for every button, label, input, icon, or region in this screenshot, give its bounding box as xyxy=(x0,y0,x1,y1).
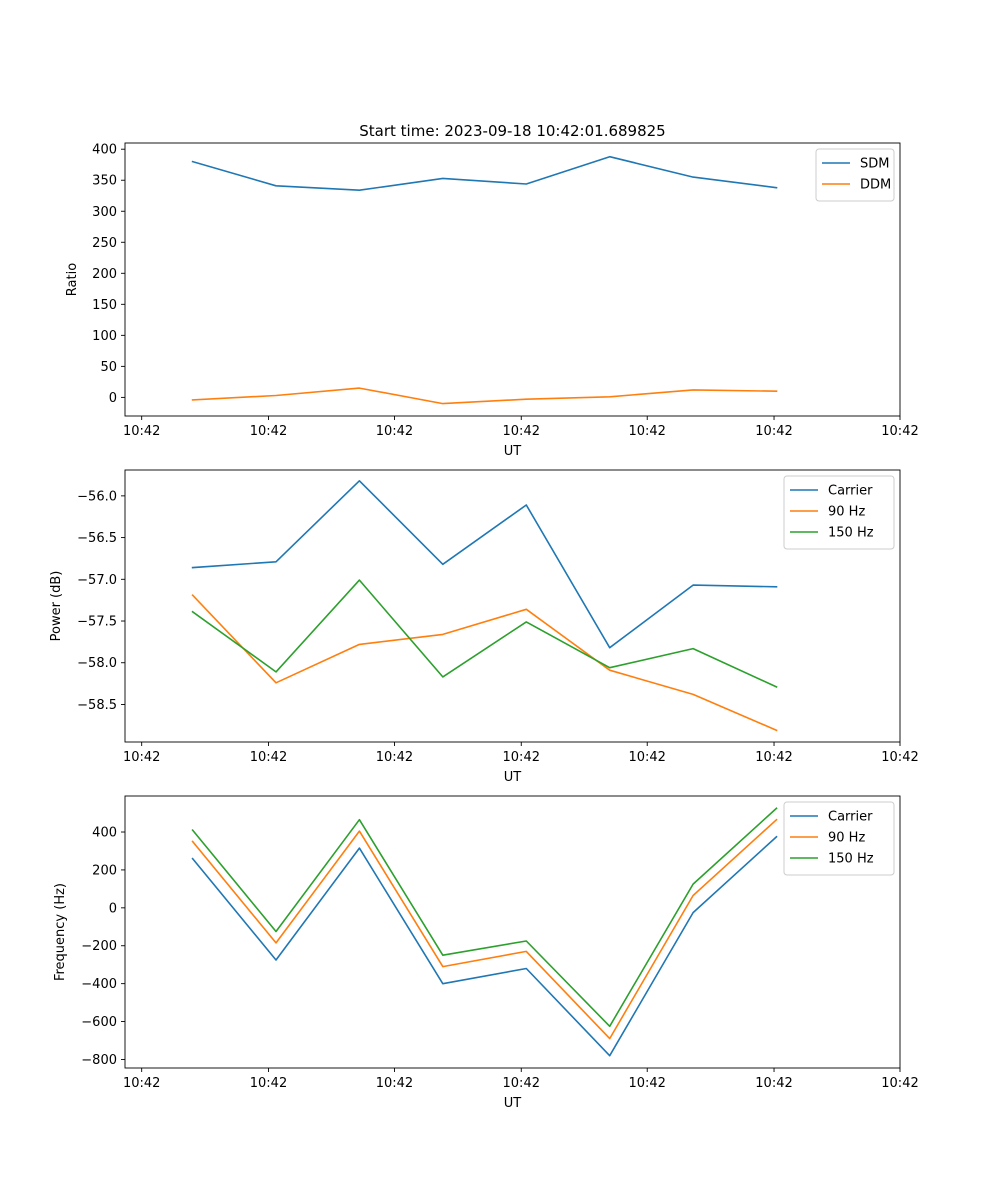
x-tick-label: 10:42 xyxy=(250,750,287,765)
series-line-carrier xyxy=(191,835,778,1057)
series-line-150-hz xyxy=(191,807,778,1028)
chart-title: Start time: 2023-09-18 10:42:01.689825 xyxy=(359,122,665,140)
series-line-90-hz xyxy=(191,594,778,732)
y-tick-label: −56.5 xyxy=(77,531,117,546)
y-tick-label: −800 xyxy=(81,1053,117,1068)
legend-box xyxy=(783,801,895,876)
y-tick-label: 350 xyxy=(92,174,117,189)
x-tick-label: 10:42 xyxy=(123,750,160,765)
y-axis-label: Frequency (Hz) xyxy=(53,883,68,981)
y-tick-label: 0 xyxy=(109,901,117,916)
series-line-150-hz xyxy=(191,579,778,688)
y-tick-label: 0 xyxy=(109,391,117,406)
y-tick-label: 250 xyxy=(92,236,117,251)
y-tick-label: 400 xyxy=(92,143,117,158)
x-tick-label: 10:42 xyxy=(755,424,792,439)
x-tick-label: 10:42 xyxy=(503,1076,540,1091)
legend-label: 90 Hz xyxy=(828,505,865,520)
x-tick-label: 10:42 xyxy=(250,1076,287,1091)
y-tick-label: 100 xyxy=(92,329,117,344)
legend-label: 150 Hz xyxy=(828,526,874,541)
y-tick-label: −58.0 xyxy=(77,656,117,671)
legend-box xyxy=(815,148,895,202)
y-tick-label: −600 xyxy=(81,1015,117,1030)
x-tick-label: 10:42 xyxy=(628,750,665,765)
x-tick-label: 10:42 xyxy=(755,1076,792,1091)
legend-label: DDM xyxy=(860,178,891,193)
series-line-90-hz xyxy=(191,818,778,1040)
x-axis-label: UT xyxy=(504,444,522,459)
y-tick-label: −57.5 xyxy=(77,615,117,630)
y-tick-label: 200 xyxy=(92,863,117,878)
x-tick-label: 10:42 xyxy=(503,424,540,439)
x-tick-label: 10:42 xyxy=(250,424,287,439)
x-tick-label: 10:42 xyxy=(123,424,160,439)
x-tick-label: 10:42 xyxy=(628,1076,665,1091)
y-tick-label: −58.5 xyxy=(77,698,117,713)
x-axis-label: UT xyxy=(504,1096,522,1111)
legend-label: 90 Hz xyxy=(828,831,865,846)
y-tick-label: −57.0 xyxy=(77,573,117,588)
y-tick-label: 400 xyxy=(92,826,117,841)
legend-box xyxy=(783,475,895,550)
x-tick-label: 10:42 xyxy=(376,1076,413,1091)
x-tick-label: 10:42 xyxy=(881,424,918,439)
series-line-carrier xyxy=(191,479,778,649)
x-tick-label: 10:42 xyxy=(881,1076,918,1091)
legend: Carrier 90 Hz 150 Hz xyxy=(783,475,895,550)
y-axis-label: Power (dB) xyxy=(49,571,64,642)
x-tick-label: 10:42 xyxy=(628,424,665,439)
x-tick-label: 10:42 xyxy=(376,750,413,765)
x-tick-label: 10:42 xyxy=(123,1076,160,1091)
legend-label: Carrier xyxy=(828,484,873,499)
y-tick-label: −200 xyxy=(81,939,117,954)
x-tick-label: 10:42 xyxy=(503,750,540,765)
legend: SDM DDM xyxy=(815,148,895,202)
subplot-1: 0 50 100 150 200 250 300 350 400 10:42 10:42 10:42 1… xyxy=(65,122,919,459)
series-line-ddm xyxy=(191,387,778,405)
axes-frame xyxy=(124,142,901,417)
subplot-3: −800 −600 −400 −200 0 200 400 10:42 10:42 10:42 10… xyxy=(53,795,919,1111)
x-tick-label: 10:42 xyxy=(755,750,792,765)
y-tick-label: −400 xyxy=(81,977,117,992)
x-axis-label: UT xyxy=(504,770,522,785)
series-line-sdm xyxy=(191,155,778,191)
legend-label: Carrier xyxy=(828,810,873,825)
axes-frame xyxy=(124,795,901,1069)
x-tick-label: 10:42 xyxy=(881,750,918,765)
y-tick-label: 300 xyxy=(92,205,117,220)
x-tick-label: 10:42 xyxy=(376,424,413,439)
axes-frame xyxy=(124,469,901,743)
y-tick-label: 150 xyxy=(92,298,117,313)
legend-label: SDM xyxy=(860,157,889,172)
subplot-2: −58.5 −58.0 −57.5 −57.0 −56.5 −56.0 10:42 10:42… xyxy=(49,469,919,785)
legend-label: 150 Hz xyxy=(828,852,874,867)
y-tick-label: 200 xyxy=(92,267,117,282)
legend: Carrier 90 Hz 150 Hz xyxy=(783,801,895,876)
y-axis-label: Ratio xyxy=(65,263,80,296)
y-tick-label: 50 xyxy=(100,360,117,375)
y-tick-label: −56.0 xyxy=(77,489,117,504)
